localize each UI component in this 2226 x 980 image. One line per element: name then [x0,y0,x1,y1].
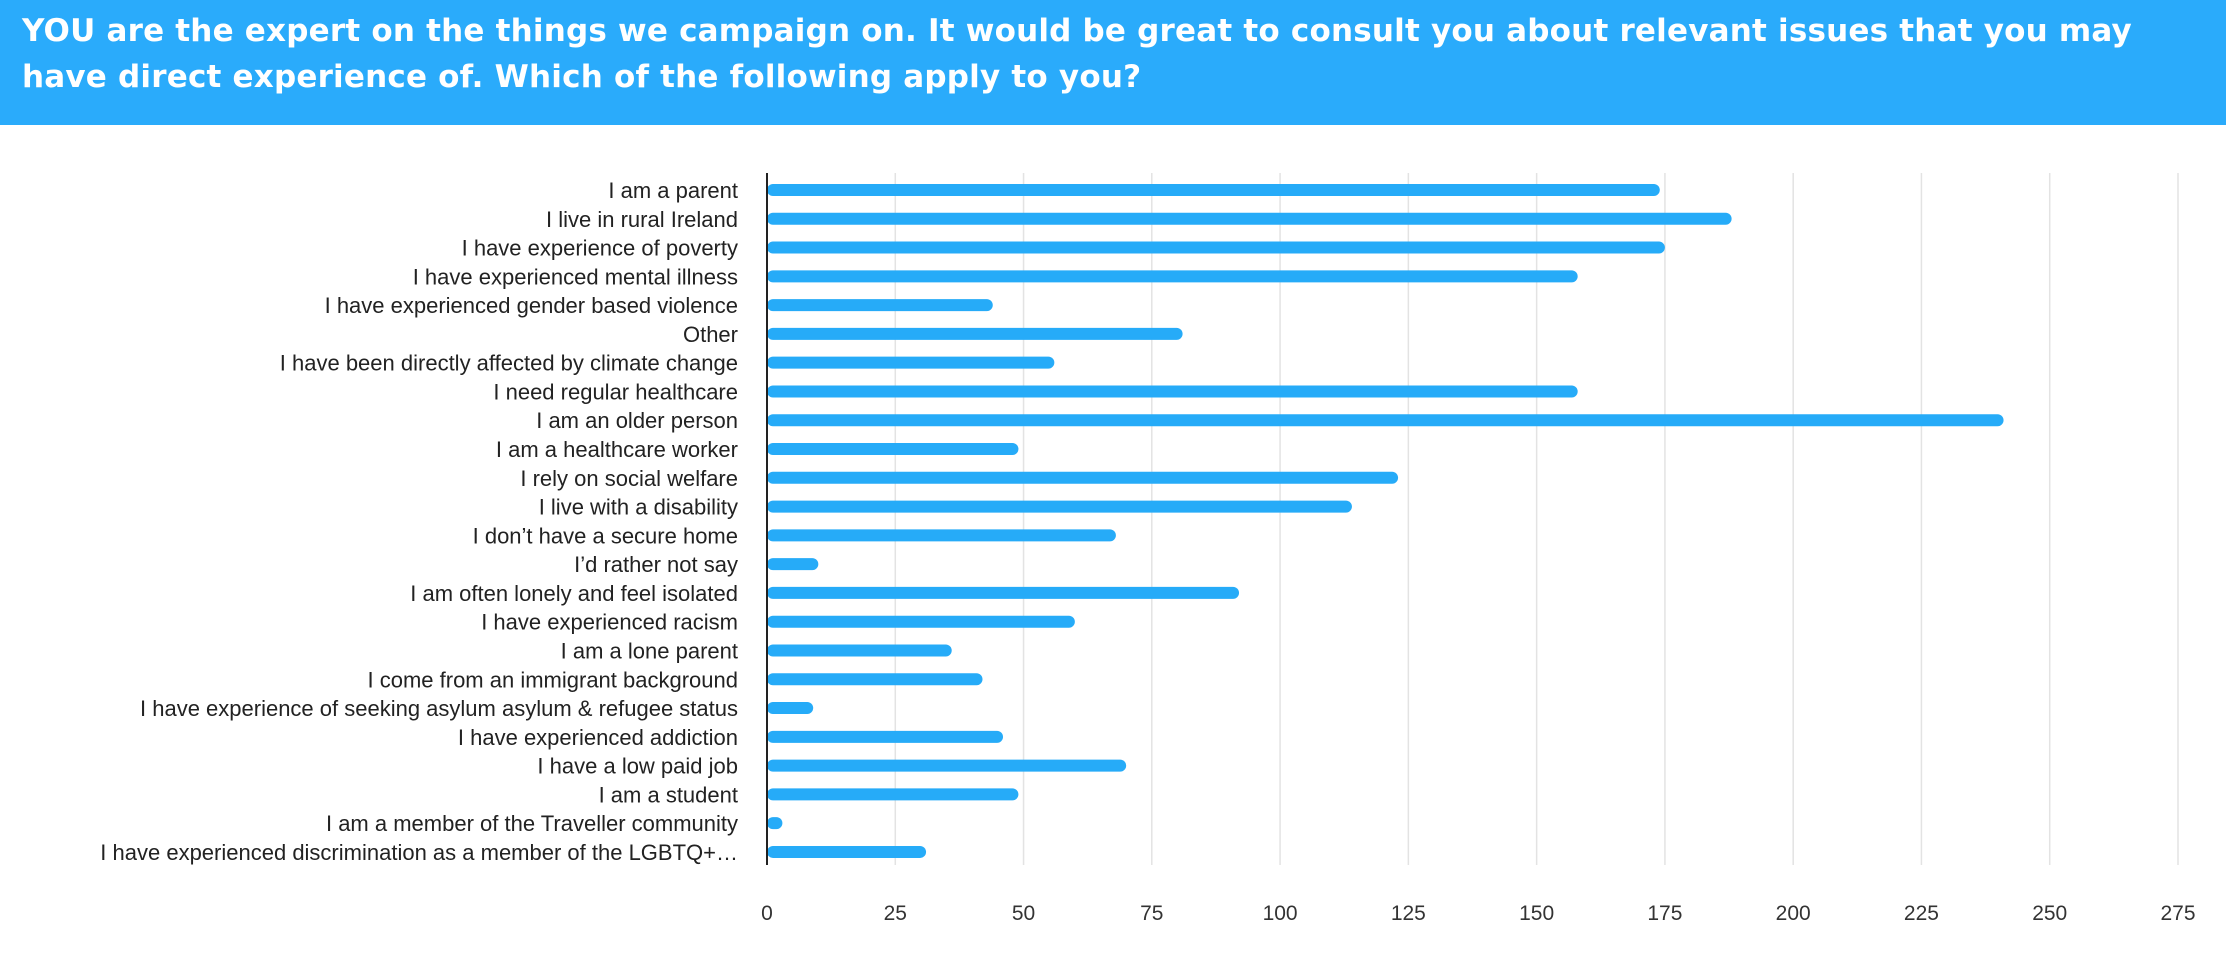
bar-16 [767,615,1075,628]
category-label-12: I live with a disability [539,495,738,520]
category-label-21: I have a low paid job [537,754,738,779]
bar-1 [767,184,1660,196]
bar-12 [767,500,1352,513]
x-tick-label-75: 75 [1140,902,1163,925]
category-label-10: I am a healthcare worker [496,437,738,462]
category-label-7: I have been directly affected by climate… [280,351,738,376]
category-label-16: I have experienced racism [481,610,738,635]
x-tick-label-250: 250 [2032,902,2067,925]
x-axis-ticks: 0 25 50 75 100 125 150 175 200 225 250 275 [761,902,2195,925]
bar-15 [767,586,1240,599]
x-tick-label-150: 150 [1519,902,1554,925]
bar-13 [767,529,1116,542]
bar-7 [767,356,1055,369]
bar-14 [767,558,819,571]
chart-title: YOU are the expert on the things we camp… [22,13,2132,95]
bar-17 [767,644,952,657]
category-label-13: I don’t have a secure home [473,523,738,548]
x-tick-label-175: 175 [1647,902,1682,925]
bar-5 [767,299,993,312]
category-label-11: I rely on social welfare [520,466,738,491]
category-label-17: I am a lone parent [561,638,738,663]
category-label-14: I’d rather not say [574,552,738,577]
category-label-15: I am often lonely and feel isolated [410,581,738,606]
bar-chart: I am a parent I live in rural Ireland I ha… [100,173,2196,925]
x-tick-label-200: 200 [1776,902,1811,925]
x-tick-label-100: 100 [1263,902,1298,925]
category-label-1: I am a parent [608,178,738,203]
x-tick-label-25: 25 [884,902,907,925]
category-label-20: I have experienced addiction [458,725,738,750]
bar-10 [767,443,1019,456]
bar-11 [767,471,1399,484]
category-label-18: I come from an immigrant background [368,667,739,692]
bar-20 [767,730,1004,743]
bar-21 [767,759,1127,772]
bar-8 [767,385,1578,398]
x-tick-label-125: 125 [1391,902,1426,925]
category-label-23: I am a member of the Traveller community [326,811,738,836]
bar-19 [767,702,814,715]
x-tick-label-0: 0 [761,902,773,925]
bar-3 [767,241,1665,254]
bar-23 [767,817,783,830]
bar-9 [767,414,2004,427]
bar-2 [767,212,1732,225]
category-label-9: I am an older person [536,408,738,433]
x-tick-label-275: 275 [2160,902,2195,925]
category-label-6: Other [683,322,738,347]
bar-4 [767,270,1578,283]
category-label-5: I have experienced gender based violence [325,293,738,318]
x-tick-label-225: 225 [1904,902,1939,925]
bar-18 [767,673,983,686]
bar-6 [767,327,1183,340]
x-tick-label-50: 50 [1012,902,1035,925]
category-label-2: I live in rural Ireland [546,207,738,232]
category-label-19: I have experience of seeking asylum asyl… [140,696,738,721]
bars [767,184,2004,858]
gridlines [894,173,2179,865]
category-label-3: I have experience of poverty [462,236,738,261]
bar-24 [767,845,927,858]
category-labels: I am a parent I live in rural Ireland I ha… [100,178,738,865]
bar-22 [767,788,1019,801]
chart-header: YOU are the expert on the things we camp… [0,0,2226,125]
category-label-8: I need regular healthcare [493,379,738,404]
category-label-22: I am a student [599,782,738,807]
category-label-24: I have experienced discrimination as a m… [100,840,738,865]
category-label-4: I have experienced mental illness [413,264,738,289]
